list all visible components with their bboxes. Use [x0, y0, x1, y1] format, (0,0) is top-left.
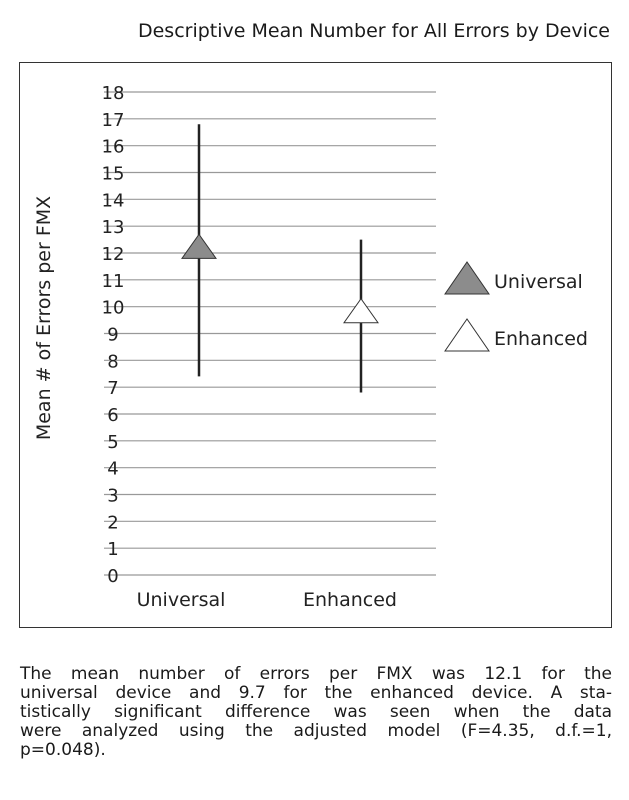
- x-tick-label: Enhanced: [303, 589, 397, 611]
- caption-line: The mean number of errors per FMX was 12…: [20, 664, 612, 684]
- y-tick-label: 7: [107, 378, 118, 399]
- y-tick-label: 18: [102, 83, 125, 104]
- plot-frame: [19, 62, 612, 628]
- caption-line: were analyzed using the adjusted model (…: [20, 721, 612, 741]
- legend-label: Universal: [494, 271, 583, 293]
- y-tick-label: 10: [102, 298, 125, 319]
- y-tick-label: 5: [107, 432, 118, 453]
- legend-marker: [444, 261, 490, 295]
- y-tick-label: 15: [102, 164, 125, 185]
- y-tick-label: 14: [102, 190, 125, 211]
- y-tick-label: 11: [102, 271, 125, 292]
- y-tick-label: 2: [107, 512, 118, 533]
- y-tick-label: 8: [107, 351, 118, 372]
- caption: The mean number of errors per FMX was 12…: [20, 665, 612, 760]
- y-tick-label: 3: [107, 486, 118, 507]
- y-tick-label: 6: [107, 405, 118, 426]
- x-tick-label: Universal: [137, 589, 226, 611]
- mean-marker: [343, 297, 379, 324]
- y-tick-label: 16: [102, 137, 125, 158]
- legend-label: Enhanced: [494, 328, 588, 350]
- y-tick-label: 17: [102, 110, 125, 131]
- y-axis-label: Mean # of Errors per FMX: [33, 196, 55, 440]
- y-tick-label: 4: [107, 459, 118, 480]
- caption-line: tistically significant difference was se…: [20, 702, 612, 722]
- y-tick-label: 1: [107, 539, 118, 560]
- y-tick-label: 9: [107, 325, 118, 346]
- y-tick-label: 12: [102, 244, 125, 265]
- mean-marker: [181, 233, 217, 259]
- caption-line: universal device and 9.7 for the enhance…: [20, 683, 612, 703]
- y-tick-label: 13: [102, 217, 125, 238]
- legend-marker: [444, 318, 490, 352]
- caption-line: p=0.048).: [20, 740, 106, 760]
- y-tick-label: 0: [107, 566, 118, 587]
- chart-title: Descriptive Mean Number for All Errors b…: [137, 20, 610, 42]
